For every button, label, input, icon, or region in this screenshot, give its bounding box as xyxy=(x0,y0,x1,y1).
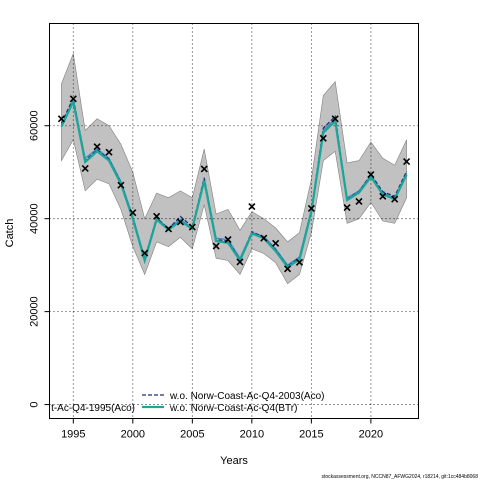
observed-point xyxy=(129,209,137,217)
x-tick-label: 2005 xyxy=(180,429,204,441)
observed-point xyxy=(379,192,387,200)
observed-point xyxy=(81,164,89,173)
y-tick-label: 60000 xyxy=(29,110,41,141)
observed-point xyxy=(69,95,77,103)
observed-point xyxy=(319,134,327,142)
x-tick-label: 2000 xyxy=(121,429,145,441)
x-tick-label: 2010 xyxy=(240,429,264,441)
y-tick-label: 40000 xyxy=(29,203,41,234)
y-tick-label: 0 xyxy=(29,401,41,407)
legend-label-1: t-Ac-Q4-1995(Aco) xyxy=(51,403,135,414)
observed-point xyxy=(343,203,351,212)
observed-point xyxy=(283,265,292,273)
series-line-3 xyxy=(60,98,408,269)
observed-point xyxy=(93,143,101,151)
observed-point xyxy=(141,249,149,257)
observed-point xyxy=(367,170,375,179)
observed-point xyxy=(153,212,161,220)
observed-point xyxy=(403,157,411,166)
footer-source: stockassessment.org, NCCN87_AFWG2024, r1… xyxy=(322,474,479,480)
confidence-band xyxy=(61,52,407,285)
observed-point xyxy=(224,236,232,244)
observed-point xyxy=(57,115,65,123)
observed-point xyxy=(117,181,125,189)
grid-layer xyxy=(49,23,419,419)
observed-point xyxy=(260,234,268,242)
observed-point xyxy=(355,197,363,206)
x-axis-title: Years xyxy=(220,455,248,467)
plot-frame xyxy=(49,23,419,419)
confidence-band-layer xyxy=(61,52,407,285)
x-tick-label: 2015 xyxy=(299,429,323,441)
x-tick-label: 1995 xyxy=(61,429,85,441)
legend: t-Ac-Q4-1995(Aco) w.o. Norw-Coast-Ac-Q4-2… xyxy=(51,391,324,414)
series-layer xyxy=(60,95,408,269)
observed-points-layer xyxy=(57,95,411,273)
axis-layer: 1995 2000 2005 2010 2015 2020 0 20000 40000 60000 xyxy=(29,110,384,440)
legend-label-3: w.o. Norw-Coast-Ac-Q4(BTr) xyxy=(169,403,297,414)
observed-point xyxy=(331,115,339,123)
observed-point xyxy=(307,204,315,213)
observed-point xyxy=(248,203,256,211)
observed-point xyxy=(391,195,399,203)
observed-point xyxy=(164,225,173,233)
observed-point xyxy=(200,165,208,173)
legend-label-2: w.o. Norw-Coast-Ac-Q4-2003(Aco) xyxy=(169,391,325,402)
y-axis-title: Catch xyxy=(4,219,16,248)
observed-point xyxy=(236,258,244,266)
observed-point xyxy=(105,148,113,156)
x-tick-label: 2020 xyxy=(359,429,383,441)
observed-point xyxy=(176,218,185,226)
observed-point xyxy=(188,223,196,231)
observed-point xyxy=(272,239,280,247)
y-tick-label: 20000 xyxy=(29,296,41,327)
observed-point xyxy=(212,242,220,250)
observed-point xyxy=(295,258,304,266)
